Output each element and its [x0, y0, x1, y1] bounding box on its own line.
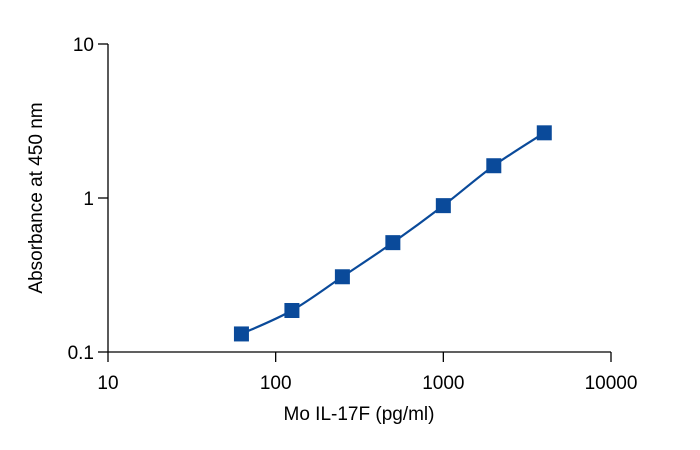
y-tick-label: 10 — [73, 35, 94, 56]
data-point-square — [486, 158, 502, 174]
data-point-square — [435, 198, 451, 214]
y-axis-title: Absorbance at 450 nm — [26, 102, 47, 293]
series-layer — [233, 125, 552, 342]
x-tick-label: 10 — [97, 373, 118, 394]
x-axis-title: Mo IL-17F (pg/ml) — [284, 404, 435, 425]
y-tick-label: 1 — [83, 189, 94, 210]
x-tick-label: 1000 — [422, 373, 464, 394]
data-point-square — [536, 125, 552, 141]
x-tick-label: 100 — [260, 373, 292, 394]
ticks-layer: 10 100 1000 10000 0.1 1 10 — [68, 35, 638, 394]
y-tick-label: 0.1 — [68, 343, 94, 364]
x-tick-label: 10000 — [585, 373, 638, 394]
data-point-square — [334, 269, 350, 285]
data-point-square — [233, 326, 249, 342]
data-point-square — [385, 235, 401, 251]
axes-layer — [107, 44, 611, 353]
data-point-square — [284, 302, 300, 318]
